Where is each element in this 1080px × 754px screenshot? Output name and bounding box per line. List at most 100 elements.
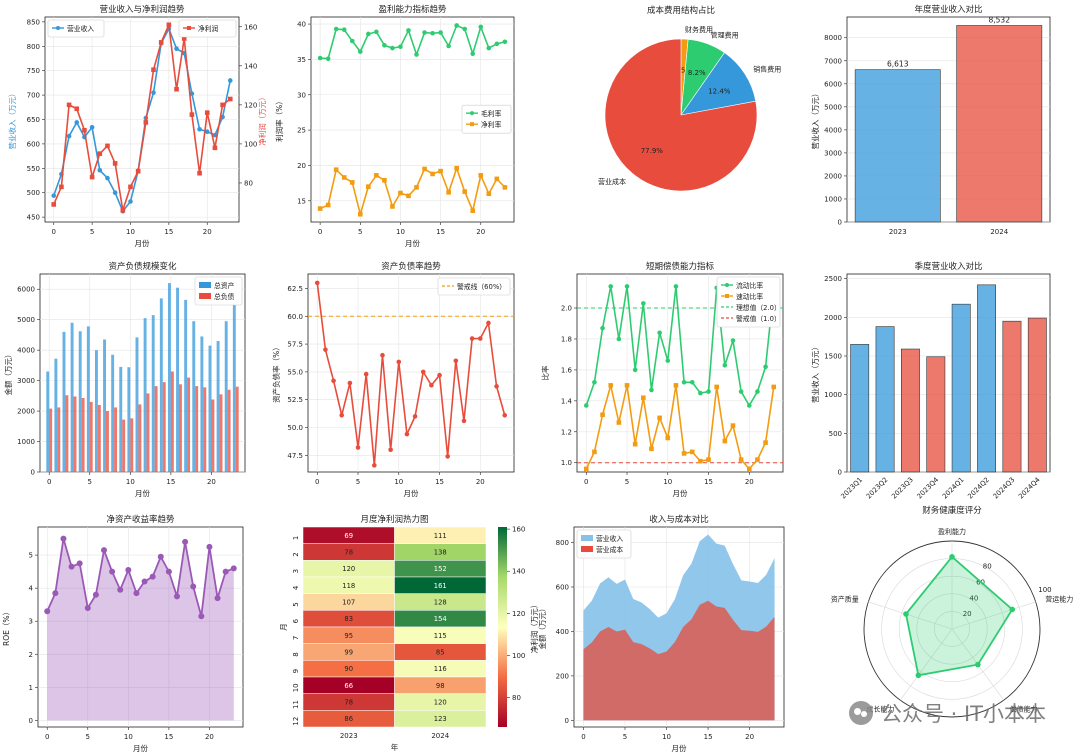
bar: [875, 326, 895, 473]
data-point: [600, 412, 605, 418]
x-tick-label: 20: [745, 733, 754, 741]
y-tick-label: 0: [31, 469, 35, 477]
x-tick-label: 10: [396, 228, 405, 236]
chart-title: 季度营业收入对比: [914, 261, 982, 272]
x-tick-label: 2023Q4: [915, 476, 940, 501]
y-tick-label: 3000: [824, 149, 842, 157]
legend-swatch: [199, 282, 211, 288]
radar-axis-label: 营运能力: [1045, 595, 1073, 604]
asset-bar: [111, 354, 115, 472]
y-tick-label: 30: [297, 91, 306, 99]
y-tick-label: 500: [829, 430, 842, 438]
data-point: [592, 379, 597, 385]
revenue-point: [212, 132, 218, 138]
radar-point: [903, 611, 909, 617]
radar-axis-label: 资产质量: [831, 595, 859, 604]
y-tick-label: 0: [565, 717, 569, 725]
asset-bar: [184, 299, 188, 472]
x-tick-label: 20: [745, 478, 754, 486]
x-tick-label: 20: [476, 228, 485, 236]
chart-revenue-profit: 450 500 550 600 650 700 750 800 850 0 5 10 15 20 80 100…: [7, 4, 267, 248]
roe-point: [157, 553, 164, 560]
data-point: [429, 382, 434, 388]
heatmap-value: 78: [344, 549, 353, 557]
legend-label: 净利润: [198, 24, 219, 33]
data-point: [438, 30, 443, 35]
data-point: [357, 49, 363, 54]
plot-frame: [307, 273, 515, 473]
x-tick-label: 2024Q3: [992, 476, 1017, 501]
roe-point: [84, 604, 91, 611]
data-point: [341, 27, 347, 33]
revenue-point: [128, 199, 133, 204]
data-point: [461, 418, 467, 424]
data-point: [422, 30, 427, 35]
legend-marker: [725, 294, 729, 298]
y-tick-label: 4000: [824, 126, 842, 134]
x-tick-label: 15: [704, 733, 713, 741]
x-tick-label: 20: [476, 478, 485, 486]
radar-spoke: [951, 601, 1036, 630]
data-point: [349, 180, 355, 185]
colorbar: [498, 527, 507, 727]
data-point: [478, 24, 484, 30]
heatmap-value: 116: [434, 665, 447, 673]
legend-label: 速动比率: [736, 292, 763, 301]
chart-title: 资产负债率趋势: [381, 261, 441, 272]
data-point: [454, 23, 459, 28]
cost-area: [583, 600, 775, 721]
y2-tick-label: 160: [244, 23, 257, 31]
data-point: [755, 389, 760, 394]
data-point: [583, 466, 589, 472]
revenue-point: [66, 133, 72, 139]
watermark-text: 公众号 · IT小本本: [880, 702, 1046, 726]
radar-tick-label: 20: [963, 610, 972, 618]
pie-category-label: 销售费用: [753, 65, 781, 74]
heatmap-value: 123: [434, 715, 447, 723]
series-line: [320, 24, 506, 60]
x-tick-label: 15: [164, 733, 173, 741]
data-point: [325, 202, 331, 208]
data-point: [380, 352, 385, 358]
x-tick-label: 0: [584, 478, 588, 486]
data-point: [616, 336, 622, 342]
liability-bar: [138, 404, 142, 472]
heatmap-value: 115: [434, 632, 447, 640]
y-axis-label: 资产负债率（%）: [271, 343, 281, 403]
legend-marker: [187, 26, 191, 30]
legend-label: 总负债: [214, 292, 235, 301]
data-point: [592, 449, 597, 455]
data-point: [632, 441, 638, 447]
liability-bar: [65, 395, 69, 472]
liability-bar: [89, 401, 93, 472]
profit-point: [59, 184, 64, 190]
data-point: [681, 379, 687, 385]
x-tick-label: 20: [203, 228, 212, 236]
x-tick-label: 5: [90, 228, 94, 236]
y-tick-label: 0: [838, 219, 842, 227]
y-tick-label: 11: [292, 700, 300, 709]
radar-spoke: [900, 628, 953, 701]
y-axis-label: 金额（万元）: [3, 351, 13, 396]
plot-frame: [576, 273, 784, 473]
asset-bar: [192, 321, 196, 472]
profit-point: [82, 127, 87, 133]
legend-box: [716, 276, 781, 328]
data-point: [738, 389, 744, 394]
y-axis-label: 营业收入（万元）: [810, 343, 820, 403]
y-tick-label: 1.6: [561, 366, 573, 374]
series-line: [319, 167, 506, 216]
colorbar-tick-label: 140: [512, 568, 525, 576]
x-tick-label: 2024Q2: [966, 476, 991, 501]
radar-area: [905, 555, 1014, 677]
asset-bar: [159, 298, 163, 472]
x-tick-label: 0: [318, 228, 322, 236]
data-point: [470, 208, 476, 213]
liability-bar: [235, 386, 239, 472]
data-point: [502, 185, 508, 190]
data-point: [339, 412, 345, 418]
x-axis-label: 年: [391, 742, 399, 752]
roe-point: [52, 590, 59, 597]
